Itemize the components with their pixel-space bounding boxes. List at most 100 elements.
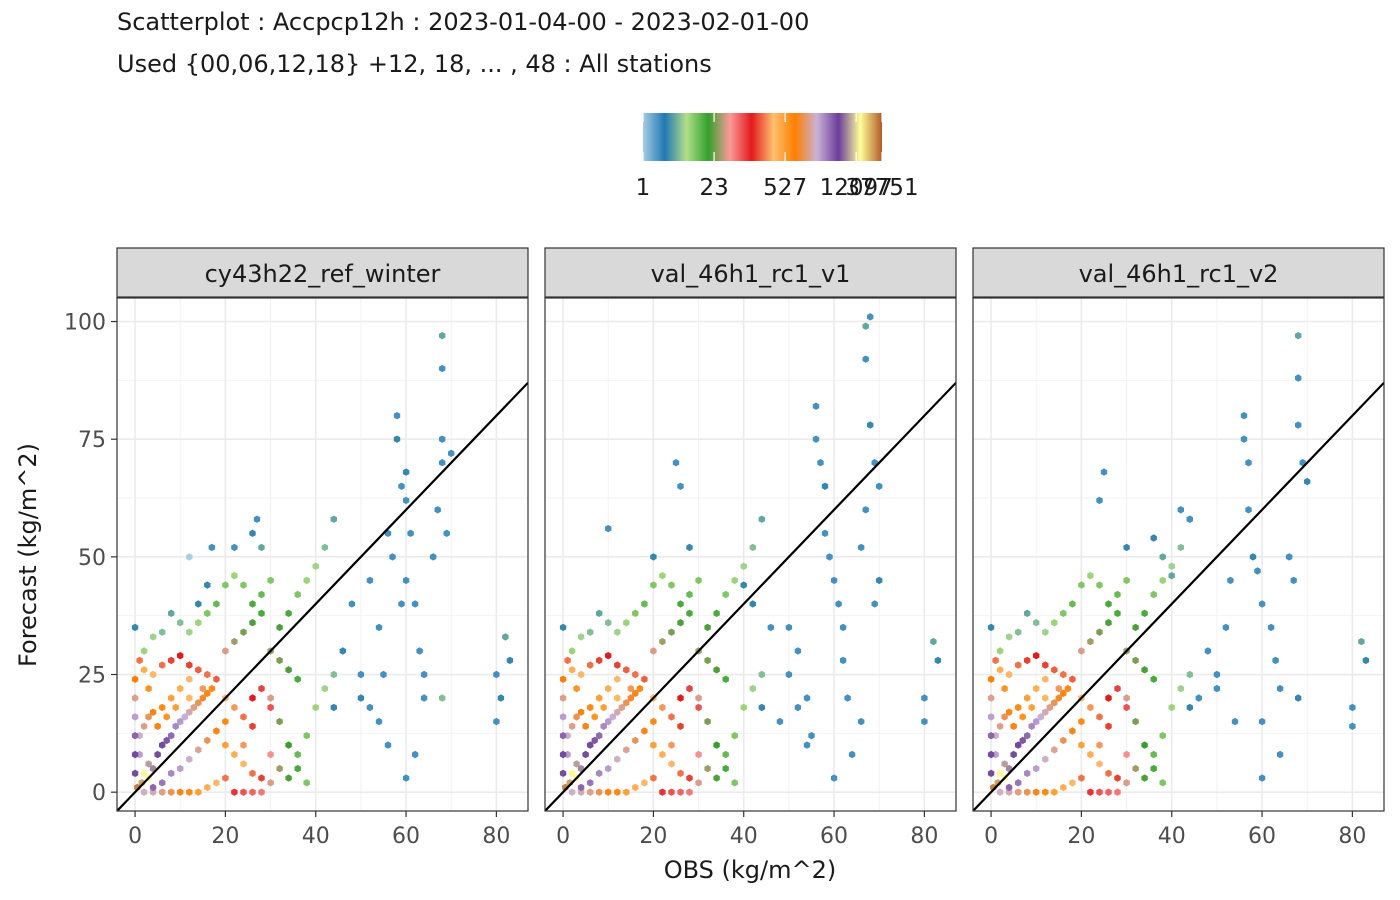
hexbin-cell [294,764,301,773]
hexbin-cell [1276,750,1284,759]
hexbin-cell [407,529,414,537]
hexbin-cell [285,609,292,617]
hexbin-cell [140,666,148,674]
hexbin-cell [1159,553,1166,561]
hexbin-cell [731,576,738,585]
hexbin-cell [1096,760,1103,768]
hexbin-cell [1123,694,1130,702]
hexbin-cell [704,656,711,665]
hexbin-cell [996,722,1004,730]
hexbin-cell [186,628,193,636]
hexbin-cell [686,774,693,782]
hexbin-cell [366,576,374,585]
hexbin-cell [330,670,337,679]
hexbin-cell [154,722,161,730]
hexbin-cell [1024,788,1031,796]
hexbin-cell [1177,684,1184,693]
hexbin-cell [695,576,702,585]
hexbin-cell [614,661,621,669]
hexbin-cell [434,506,441,514]
hexbin-cell [389,553,396,561]
hexbin-cell [596,788,603,796]
hexbin-cell [1245,459,1252,467]
hexbin-cell [614,675,621,683]
hexbin-cell [568,722,576,730]
hexbin-cell [1024,609,1031,617]
hexbin-cell [677,600,684,608]
hexbin-cell [921,694,928,702]
hexbin-cell [636,684,644,693]
facet-strip [544,247,957,298]
y-tick-label: 0 [92,781,106,806]
hexbin-cell [1141,666,1148,674]
hexbin-cell [267,703,274,712]
hexbin-cell [276,764,283,773]
hexbin-cell [785,670,793,679]
hexbin-cell [159,628,166,636]
hexbin-cell [758,703,765,712]
facet-strip [972,247,1385,298]
hexbin-cell [402,468,410,476]
hexbin-cell [1046,703,1053,712]
hexbin-cell [559,732,567,740]
hexbin-cell [420,694,428,702]
hexbin-cell [1010,750,1017,759]
hexbin-cell [808,732,815,740]
colorbar-tick-label: 12097 [820,175,893,201]
hexbin-cell [1150,675,1157,683]
hexbin-cell [577,783,585,792]
hexbin-cell [1069,600,1076,608]
hexbin-cell [677,619,684,627]
hexbin-cell [258,590,265,599]
hexbin-cell [1141,609,1148,617]
hexbin-cell [632,736,639,745]
hexbin-cell [1105,694,1112,702]
hexbin-cell [131,675,139,683]
hexbin-cell [1204,647,1212,655]
hexbin-cell [1015,779,1022,787]
hexbin-cell [686,788,693,796]
hexbin-cell [1060,689,1067,697]
hexbin-cell [695,703,702,712]
hexbin-cell [1267,623,1275,632]
hexbin-cell [987,713,995,721]
hexbin-cell [186,661,193,669]
hexbin-cell [650,647,657,655]
hexbin-cell [1087,788,1094,796]
hexbin-cell [996,769,1004,777]
hexbin-cell [506,656,514,665]
hexbin-cell [339,647,346,655]
hexbin-cell [163,736,170,745]
hexbin-cell [686,543,693,552]
hexbin-cell [1005,783,1013,792]
x-tick-label: 20 [639,824,667,849]
hexbin-cell [312,703,319,712]
hexbin-layer [559,313,942,796]
colorbar-tick-label: 23 [699,175,728,201]
hexbin-cell [1249,553,1257,561]
hexbin-cell [731,732,738,740]
hexbin-cell [559,694,567,702]
chart-subtitle: Used {00,06,12,18} +12, 18, ... , 48 : A… [117,50,712,78]
hexbin-cell [159,703,166,712]
hexbin-cell [1358,637,1365,646]
hexbin-cell [812,402,820,410]
hexbin-cell [375,717,383,726]
colorbar-tick-label: 527 [763,175,807,201]
hexbin-cell [1276,684,1284,693]
hexbin-cell [587,741,594,749]
hexbin-cell [249,600,256,608]
plot-background [973,298,1384,811]
hexbin-cell [1150,764,1157,773]
hexbin-cell [420,670,428,679]
hexbin-cell [177,717,184,726]
hexbin-cell [987,675,995,683]
hexbin-cell [149,788,157,796]
hexbin-cell [172,703,179,712]
hexbin-cell [199,694,206,702]
hexbin-cell [131,750,139,759]
hexbin-cell [1060,609,1067,617]
x-tick-label: 40 [302,824,330,849]
hexbin-cell [695,750,702,759]
hexbin-cell [740,703,747,712]
